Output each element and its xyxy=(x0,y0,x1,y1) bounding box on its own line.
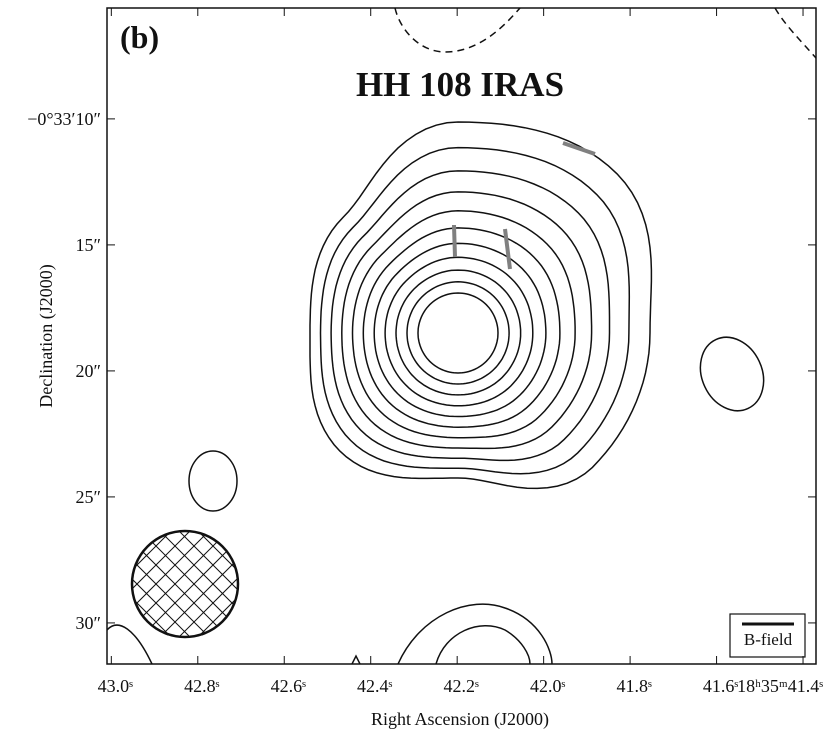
contour xyxy=(107,624,153,664)
b-vector xyxy=(562,141,596,156)
contour xyxy=(397,603,553,664)
contour xyxy=(417,292,499,374)
x-tick-label: 41.8ˢ xyxy=(616,676,652,696)
chart-title: HH 108 IRAS xyxy=(356,65,564,104)
y-tick-label: 25″ xyxy=(76,487,102,507)
contour xyxy=(384,256,534,407)
hatch-line xyxy=(0,524,83,644)
x-tick-label: 41.6ˢ xyxy=(703,676,739,696)
x-tick-label: 42.6ˢ xyxy=(271,676,307,696)
hatch-line xyxy=(209,531,238,637)
hatch-line xyxy=(0,524,64,644)
contour xyxy=(351,210,576,439)
hatch-line xyxy=(0,524,83,644)
x-tick-label: 42.2ˢ xyxy=(444,676,480,696)
hatch-line xyxy=(248,524,368,644)
contour xyxy=(406,281,510,385)
hatch-line xyxy=(132,531,179,637)
hatch-line xyxy=(132,531,217,637)
hatch-line xyxy=(228,531,238,637)
hatch-line xyxy=(152,531,238,637)
hatch-line xyxy=(0,524,45,644)
legend-box xyxy=(729,613,806,658)
hatch-line xyxy=(190,531,238,637)
hatch-line xyxy=(305,524,425,644)
hatch-line xyxy=(248,524,368,644)
contour xyxy=(309,121,653,490)
contour xyxy=(330,170,611,462)
hatch-line xyxy=(267,524,387,644)
beam-outline xyxy=(130,529,240,639)
contours xyxy=(107,8,816,664)
y-tick-label: 30″ xyxy=(76,613,102,633)
x-tick-label: 42.4ˢ xyxy=(357,676,393,696)
hatch-line xyxy=(209,531,238,637)
x-tick-label: 42.0ˢ xyxy=(530,676,566,696)
b-field-segments xyxy=(452,141,596,270)
hatch-line xyxy=(132,531,179,637)
contour xyxy=(362,227,561,428)
hatch-line xyxy=(132,531,198,637)
contour xyxy=(699,336,765,412)
contour xyxy=(373,242,547,418)
hatch-line xyxy=(305,524,425,644)
legend-label: B-field xyxy=(744,630,793,649)
x-tick-label: 18ʰ35ᵐ41.4ˢ xyxy=(737,676,823,696)
contour xyxy=(351,654,361,664)
hatch-line xyxy=(1,524,121,644)
hatch-line xyxy=(171,531,238,637)
contour-negative xyxy=(774,8,816,59)
hatch-line xyxy=(267,524,387,644)
y-tick-label: 15″ xyxy=(76,235,102,255)
y-axis-label: Declination (J2000) xyxy=(36,264,57,407)
x-tick-label: 43.0ˢ xyxy=(98,676,134,696)
contour xyxy=(435,625,531,664)
hatch-line xyxy=(190,531,238,637)
beam xyxy=(0,524,425,644)
b-vector xyxy=(452,224,457,258)
contour xyxy=(341,191,593,450)
plot-frame xyxy=(106,7,817,665)
panel-label: (b) xyxy=(120,19,159,55)
contour xyxy=(395,269,522,396)
x-tick-label: 42.8ˢ xyxy=(184,676,220,696)
hatch-line xyxy=(1,524,121,644)
b-vector xyxy=(503,228,512,270)
contour xyxy=(188,450,238,512)
y-tick-label: −0°33′10″ xyxy=(27,109,101,129)
hatch-line xyxy=(286,524,406,644)
contour xyxy=(319,146,631,475)
hatch-line xyxy=(286,524,406,644)
x-axis-label: Right Ascension (J2000) xyxy=(371,709,549,730)
hatch-line xyxy=(228,531,238,637)
y-tick-label: 20″ xyxy=(76,361,102,381)
hatch-line xyxy=(0,524,45,644)
hatch-line xyxy=(0,524,64,644)
